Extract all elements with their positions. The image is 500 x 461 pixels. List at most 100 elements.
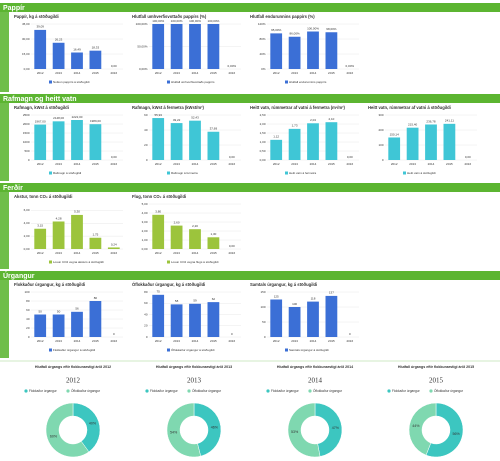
data-label: 100,00% (152, 19, 164, 23)
x-tick-label: 2015 (328, 71, 335, 75)
y-tick-label: 4,00 (24, 221, 30, 225)
donut-slice (166, 402, 202, 458)
data-label: 75 (157, 290, 161, 294)
chart-title: Samtals úrgangur, kg á stöðugildi (250, 282, 317, 287)
legend-swatch (49, 171, 52, 175)
data-label: 54% (170, 431, 178, 435)
legend-label: Heitt vatn á stöðugildi (407, 170, 436, 175)
bar (152, 118, 165, 160)
x-tick-label: 2016 (228, 251, 235, 255)
x-tick-label: 2015 (92, 251, 99, 255)
data-label: 0,00 (347, 155, 353, 159)
data-label: 0 (231, 332, 233, 336)
x-tick-label: 2015 (328, 162, 335, 166)
data-label: 1,12 (273, 135, 279, 139)
data-label: 100,00% (189, 19, 201, 23)
bar (325, 122, 338, 160)
data-label: 26,23 (55, 38, 63, 42)
y-tick-label: 0,00 (24, 67, 30, 71)
data-label: 55,93 (154, 113, 162, 117)
y-tick-label: 3,00 (142, 220, 148, 224)
y-tick-label: 0,00 (142, 247, 148, 251)
y-tick-label: 200 (378, 128, 383, 132)
bar (425, 124, 437, 160)
x-tick-label: 2012 (155, 251, 162, 255)
data-label: 3,80 (155, 210, 161, 214)
x-tick-label: 2014 (74, 251, 81, 255)
y-tick-label: 2,00 (24, 234, 30, 238)
y-tick-label: 0 (382, 158, 384, 162)
y-tick-label: 20 (26, 326, 30, 330)
bar (52, 42, 65, 69)
y-tick-label: 80 (26, 299, 30, 303)
x-tick-label: 2013 (55, 71, 62, 75)
x-tick-label: 2013 (55, 251, 62, 255)
chart-title: Heitt vatn, rúmmetrar af vatni á fermetr… (250, 105, 346, 110)
x-tick-label: 2015 (210, 251, 217, 255)
x-tick-label: 2013 (173, 71, 180, 75)
section-title: Pappír (3, 5, 25, 12)
legend-label: Heitt vatn á fermetra (289, 171, 317, 175)
bar (170, 304, 183, 337)
y-tick-label: 100,00% (136, 22, 148, 26)
data-label: 0,00 (465, 155, 471, 159)
y-tick-label: 6,00 (24, 208, 30, 212)
legend-label: Flokkaður úrgangur (392, 388, 421, 393)
legend-swatch (66, 389, 70, 393)
legend-swatch (49, 260, 52, 264)
data-label: 137 (329, 291, 334, 295)
data-label: 150,14 (390, 132, 400, 136)
data-label: 100,00% (307, 26, 319, 30)
x-tick-label: 2013 (291, 162, 298, 166)
x-tick-label: 2013 (173, 339, 180, 343)
legend-swatch (187, 389, 191, 393)
x-tick-label: 2012 (391, 162, 398, 166)
bar (307, 31, 319, 69)
chart-heading: 2014 (308, 377, 323, 385)
legend-label: Samtals úrgangur á stöðugildi (289, 347, 329, 352)
bar (189, 120, 201, 160)
x-tick-label: 2015 (210, 162, 217, 166)
y-tick-label: 2,00 (260, 122, 266, 126)
legend-label: Óflokkaður úrgangur á stöðugildi (171, 347, 215, 352)
legend-label: Losun CO2 vegna aksturs á stöðugildi (53, 259, 104, 264)
x-tick-label: 2014 (74, 71, 81, 75)
x-tick-label: 2016 (228, 162, 235, 166)
x-tick-label: 2016 (110, 251, 117, 255)
x-tick-label: 2014 (74, 162, 81, 166)
x-tick-label: 2012 (273, 162, 280, 166)
y-tick-label: 80 (144, 290, 148, 294)
data-label: 0,00 (111, 64, 117, 68)
y-tick-label: 40 (144, 312, 148, 316)
legend-label: Flokkaður úrgangur (150, 388, 179, 393)
data-label: 40% (89, 422, 97, 426)
data-label: 100,00% (207, 19, 219, 23)
y-tick-label: 300 (378, 113, 383, 117)
data-label: 50 (57, 309, 61, 313)
data-label: 2,10 (328, 117, 334, 121)
y-tick-label: 100 (260, 305, 265, 309)
section-header (0, 3, 500, 12)
legend-label: Hlutfall endurunnins pappírs (289, 80, 327, 84)
section-strip (0, 192, 9, 269)
data-label: 0,00% (346, 64, 355, 68)
legend-label: Flokkaður úrgangur (29, 388, 58, 393)
y-tick-label: 2,50 (260, 113, 266, 117)
x-tick-label: 2014 (310, 339, 317, 343)
legend-swatch (266, 389, 270, 393)
bar (207, 131, 220, 160)
chart-heading: 2012 (66, 377, 81, 385)
x-tick-label: 2012 (37, 339, 44, 343)
data-label: 16,49 (73, 47, 81, 51)
section-title: Ferðir (3, 184, 23, 192)
legend-label: Óflokkaður úrgangur (192, 388, 222, 393)
section-header (0, 271, 500, 280)
bar (270, 33, 283, 69)
section-strip (0, 280, 9, 358)
bar (89, 301, 102, 337)
x-tick-label: 2014 (310, 71, 317, 75)
x-tick-label: 2012 (37, 162, 44, 166)
section-header (0, 183, 500, 192)
y-tick-label: 4,00 (142, 211, 148, 215)
data-label: 100 (292, 302, 297, 306)
